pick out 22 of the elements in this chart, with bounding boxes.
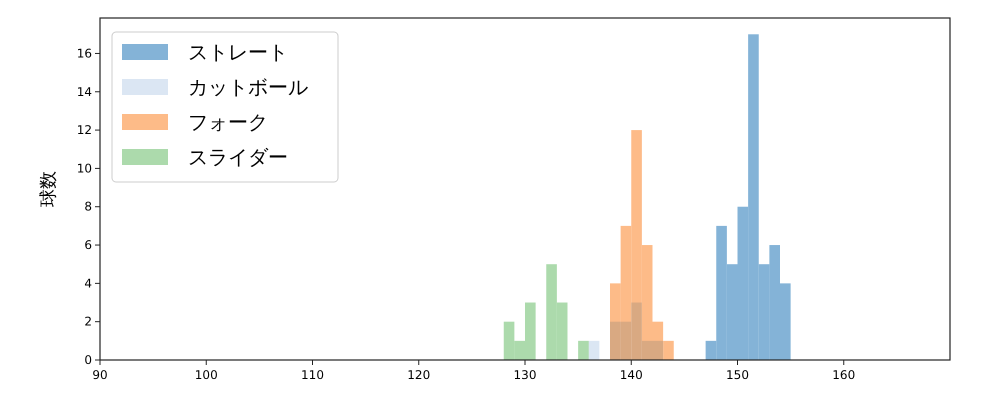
y-tick-label: 4	[84, 276, 92, 290]
y-tick-label: 10	[76, 161, 92, 176]
y-tick-label: 16	[76, 46, 92, 60]
legend-label: カットボール	[188, 75, 308, 99]
y-tick-label: 2	[84, 314, 92, 329]
x-tick-label: 150	[726, 368, 749, 382]
x-tick-label: 90	[92, 368, 108, 382]
x-tick-label: 160	[832, 368, 856, 382]
x-tick-label: 100	[194, 368, 218, 382]
legend-label: スライダー	[188, 145, 288, 169]
x-tick-label: 130	[514, 368, 536, 382]
y-tick-label: 14	[76, 84, 92, 99]
y-tick-label: 12	[76, 123, 92, 138]
x-tick-label: 120	[407, 368, 430, 382]
legend-label: ストレート	[188, 40, 288, 64]
y-tick-label: 8	[84, 200, 92, 214]
legend-label: フォーク	[188, 110, 268, 134]
x-tick-label: 110	[301, 368, 324, 382]
y-tick-label: 6	[84, 238, 92, 252]
y-axis-title: 球数	[38, 171, 59, 207]
y-tick-label: 0	[84, 353, 92, 367]
x-tick-label: 140	[620, 368, 643, 382]
